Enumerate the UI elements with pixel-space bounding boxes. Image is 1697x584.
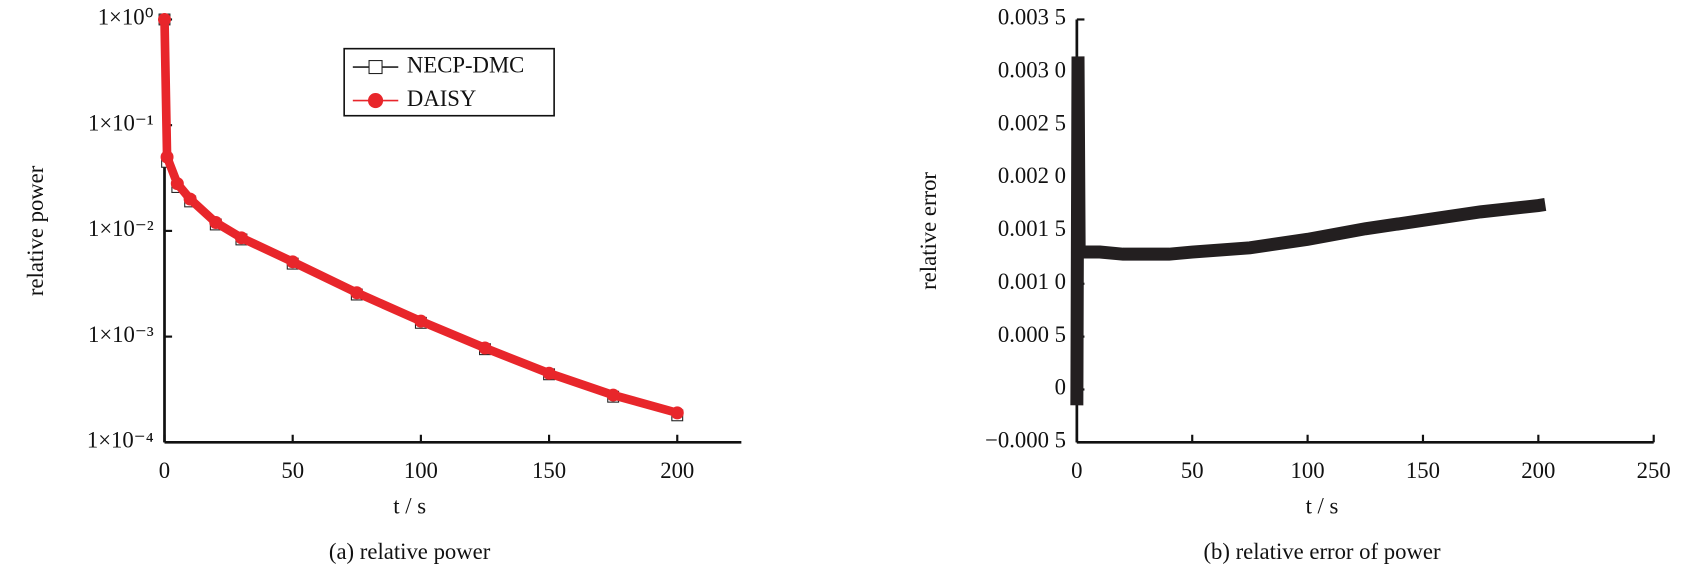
x-tick-label: 0 xyxy=(159,458,170,483)
caption: (a) relative power xyxy=(329,539,491,564)
y-tick-label: 0.003 0 xyxy=(998,58,1066,83)
marker xyxy=(160,150,174,164)
y-axis-label: relative power xyxy=(23,165,48,296)
x-tick-label: 200 xyxy=(660,458,694,483)
marker xyxy=(606,388,620,402)
caption: (b) relative error of power xyxy=(1203,539,1441,564)
legend-label: DAISY xyxy=(407,86,476,111)
marker xyxy=(478,341,492,355)
x-tick-label: 100 xyxy=(1291,458,1325,483)
y-tick-label: 0.003 5 xyxy=(998,5,1066,30)
y-tick-label: 1×10⁻⁴ xyxy=(87,428,154,453)
y-tick-label: 1×10⁻³ xyxy=(88,322,154,347)
y-tick-label: 1×10⁻¹ xyxy=(88,110,154,135)
x-tick-label: 250 xyxy=(1637,458,1671,483)
y-tick-label: 1×10⁻² xyxy=(88,216,154,241)
y-tick-label: 0.000 5 xyxy=(998,322,1066,347)
x-axis-label: t / s xyxy=(393,494,426,519)
marker xyxy=(209,216,223,230)
legend-label: NECP-DMC xyxy=(407,52,524,77)
legend-marker xyxy=(367,93,384,109)
y-tick-label: 0.001 5 xyxy=(998,216,1066,241)
y-tick-label: 0.002 0 xyxy=(998,163,1066,188)
marker xyxy=(350,286,364,300)
x-tick-label: 0 xyxy=(1071,458,1082,483)
chart-panel: 0 50 100 150 200 250−0.000 500.000 50.001 00.… xyxy=(916,5,1671,564)
y-tick-label: 0.001 0 xyxy=(998,269,1066,294)
marker xyxy=(158,12,171,26)
marker xyxy=(286,255,300,269)
marker xyxy=(183,192,197,206)
x-tick-label: 200 xyxy=(1521,458,1555,483)
x-tick-label: 100 xyxy=(404,458,438,483)
marker xyxy=(414,314,428,328)
x-axis-label: t / s xyxy=(1306,494,1339,519)
legend-marker xyxy=(368,60,383,75)
y-tick-label: 1×10⁰ xyxy=(98,5,154,30)
x-tick-label: 50 xyxy=(281,458,304,483)
x-tick-label: 150 xyxy=(1406,458,1440,483)
y-tick-label: 0.002 5 xyxy=(998,110,1066,135)
marker xyxy=(170,177,184,191)
x-tick-label: 50 xyxy=(1181,458,1204,483)
marker xyxy=(234,231,248,245)
y-tick-label: −0.000 5 xyxy=(985,428,1066,453)
marker xyxy=(670,406,684,420)
marker xyxy=(542,366,556,380)
y-axis-label: relative error xyxy=(916,172,941,290)
series-line xyxy=(1070,56,1547,406)
chart-panel: 0 50 100 150 200 1×10⁻⁴ 1×10⁻³ 1×10⁻² 1×10⁻¹ 1×10… xyxy=(23,5,742,564)
x-tick-label: 150 xyxy=(532,458,566,483)
y-tick-label: 0 xyxy=(1055,375,1066,400)
